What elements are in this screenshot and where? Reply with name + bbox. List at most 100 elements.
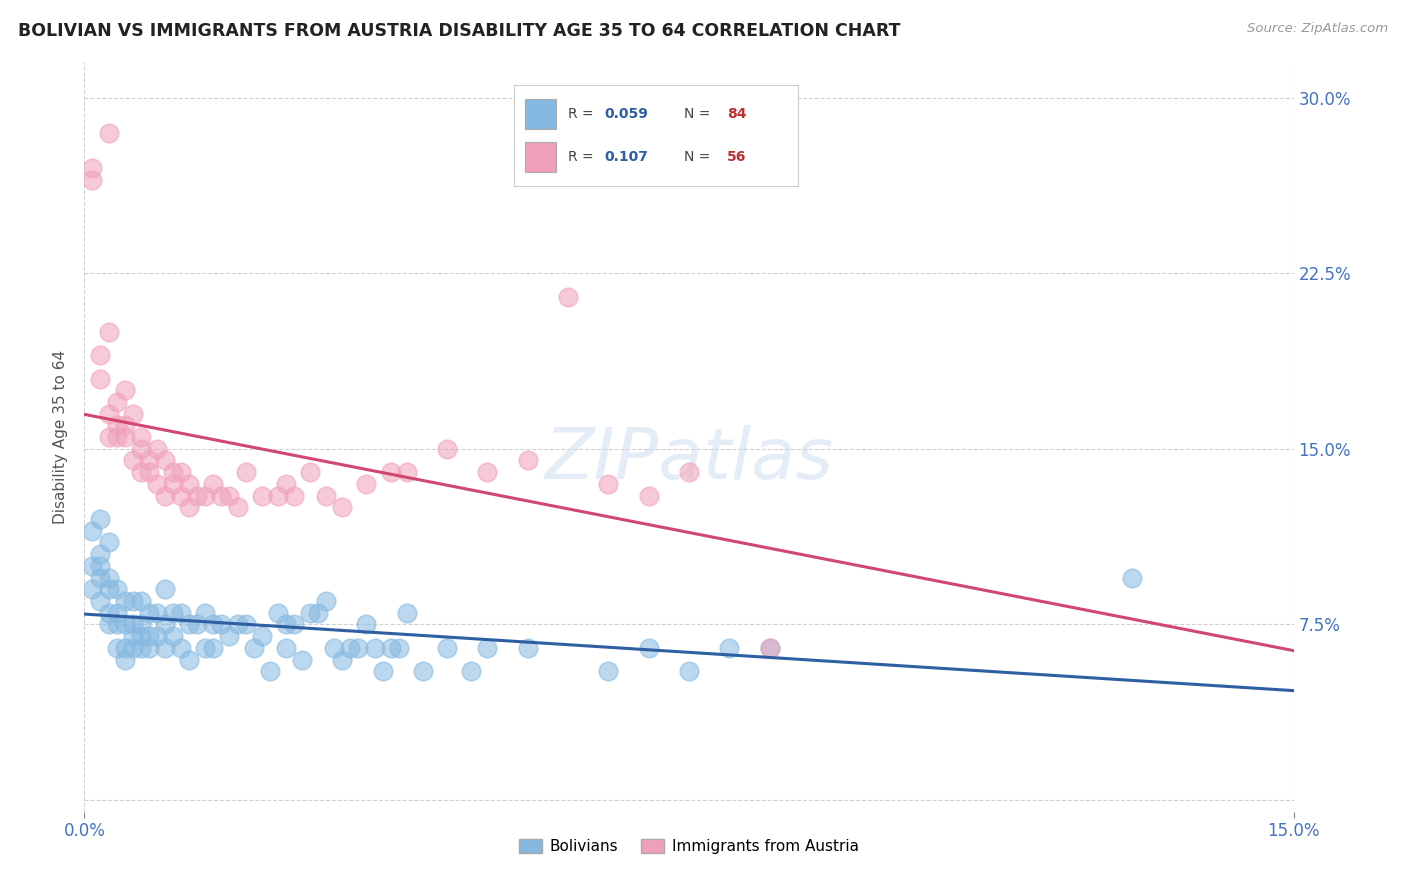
Point (146, 442, 169, 456)
Point (274, 617, 297, 632)
Point (758, 640, 780, 655)
Point (202, 476, 225, 491)
Point (129, 442, 152, 456)
Point (395, 606, 418, 620)
Point (274, 476, 297, 491)
Point (138, 629, 160, 643)
Point (89, 348, 111, 362)
Point (89, 558, 111, 573)
Point (330, 652, 353, 666)
Point (146, 476, 169, 491)
Point (105, 606, 128, 620)
Point (162, 606, 184, 620)
Point (97, 582, 120, 597)
Point (89, 571, 111, 585)
Point (129, 629, 152, 643)
Point (412, 664, 434, 679)
Point (371, 664, 394, 679)
Point (235, 465, 257, 479)
Point (194, 489, 217, 503)
Point (170, 465, 193, 479)
Point (121, 629, 143, 643)
Point (380, 640, 402, 655)
Point (637, 489, 659, 503)
Point (121, 594, 143, 608)
Point (460, 664, 482, 679)
Point (105, 617, 128, 632)
Point (718, 640, 741, 655)
Point (89, 547, 111, 561)
Point (516, 453, 538, 467)
Point (226, 617, 249, 632)
Point (267, 606, 290, 620)
Point (202, 640, 225, 655)
Point (153, 617, 176, 632)
Point (516, 640, 538, 655)
Point (138, 465, 160, 479)
Point (299, 465, 322, 479)
Point (121, 640, 143, 655)
Point (179, 476, 201, 491)
Point (146, 606, 169, 620)
Point (114, 430, 136, 444)
Point (598, 664, 620, 679)
Point (395, 465, 418, 479)
Point (436, 640, 458, 655)
Point (121, 617, 143, 632)
Point (242, 640, 264, 655)
Point (105, 640, 128, 655)
Point (678, 465, 700, 479)
Point (129, 640, 152, 655)
Point (114, 652, 136, 666)
Point (179, 617, 201, 632)
Point (283, 489, 305, 503)
Point (436, 442, 458, 456)
Point (179, 500, 201, 515)
Point (153, 582, 176, 597)
Point (129, 617, 152, 632)
Point (129, 465, 152, 479)
Point (388, 640, 411, 655)
Point (89, 594, 111, 608)
Point (82, 172, 104, 186)
Point (105, 430, 128, 444)
Point (283, 617, 305, 632)
Point (235, 617, 257, 632)
Point (315, 594, 337, 608)
Point (97, 606, 120, 620)
Point (97, 325, 120, 339)
Point (637, 640, 659, 655)
Point (209, 617, 232, 632)
Point (89, 512, 111, 526)
Text: Source: ZipAtlas.com: Source: ZipAtlas.com (1247, 22, 1388, 36)
Point (347, 640, 370, 655)
Point (299, 606, 322, 620)
Point (162, 465, 184, 479)
Point (105, 395, 128, 409)
Point (121, 453, 143, 467)
Point (97, 571, 120, 585)
Point (291, 652, 314, 666)
Point (105, 418, 128, 433)
Y-axis label: Disability Age 35 to 64: Disability Age 35 to 64 (53, 350, 69, 524)
Point (97, 407, 120, 421)
Point (356, 617, 378, 632)
Point (170, 489, 193, 503)
Point (82, 558, 104, 573)
Point (274, 640, 297, 655)
Point (179, 652, 201, 666)
Point (114, 384, 136, 398)
Point (194, 640, 217, 655)
Point (339, 640, 361, 655)
Point (380, 465, 402, 479)
Point (114, 617, 136, 632)
Point (330, 500, 353, 515)
Point (259, 664, 281, 679)
Point (202, 617, 225, 632)
Point (356, 476, 378, 491)
Point (114, 594, 136, 608)
Point (114, 418, 136, 433)
Point (82, 524, 104, 538)
Point (114, 640, 136, 655)
Point (226, 500, 249, 515)
